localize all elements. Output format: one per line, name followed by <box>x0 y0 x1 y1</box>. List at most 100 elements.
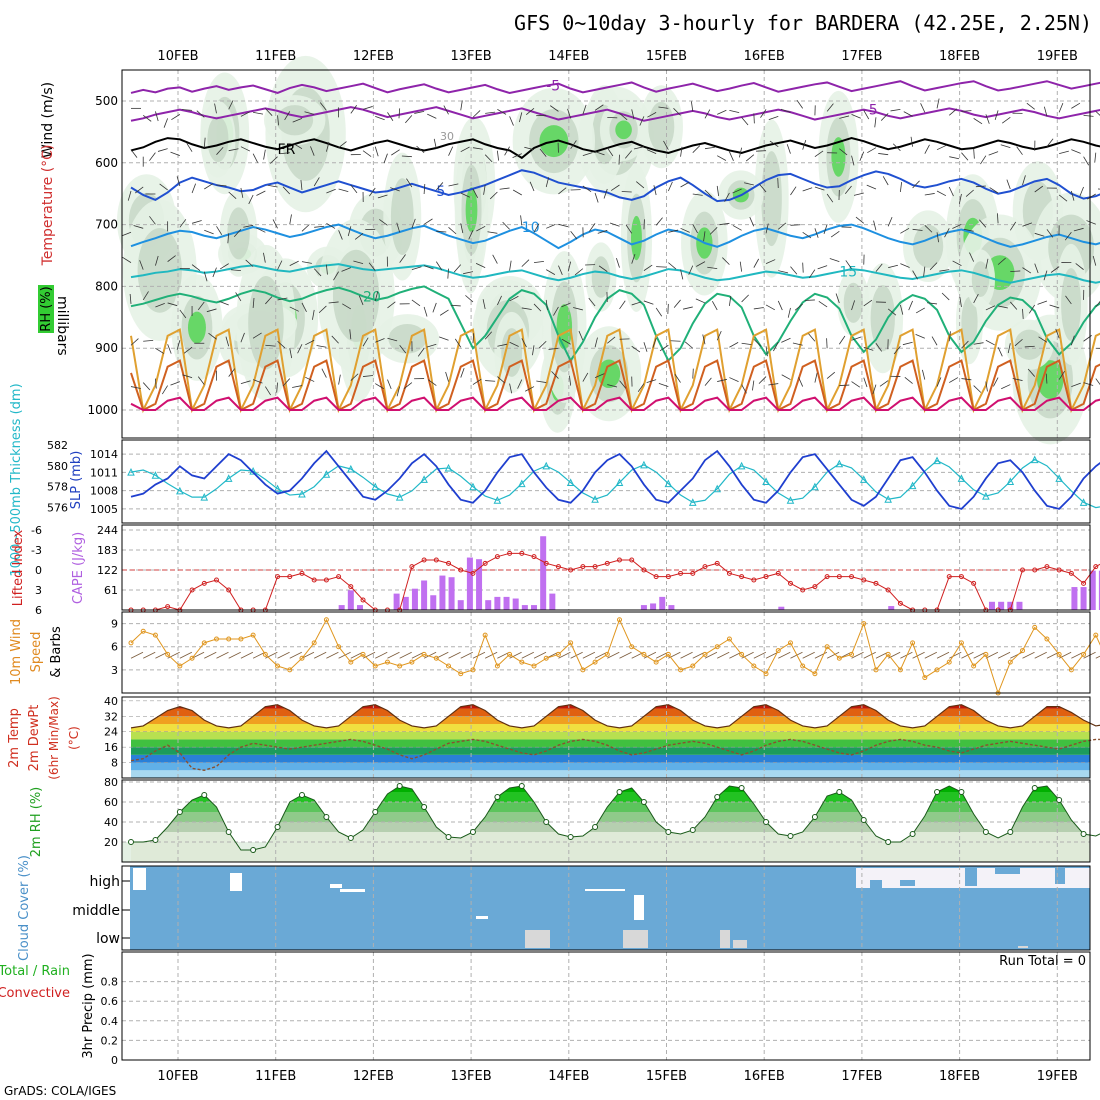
lifted-index-marker <box>470 570 476 576</box>
thickness-marker <box>542 461 551 470</box>
wind-barb <box>305 376 315 382</box>
wind-barb <box>524 146 535 151</box>
rh-marker <box>665 829 672 835</box>
wind-barb <box>225 336 230 347</box>
wind-speed-marker <box>922 675 928 681</box>
y-axis-label-temperature: Temperature (°C) <box>40 145 56 267</box>
wind-barb <box>326 222 336 229</box>
wind-barb <box>1027 368 1036 377</box>
y-tick-label: 0.2 <box>101 1034 119 1047</box>
thickness-marker <box>762 477 770 485</box>
temperature-band <box>131 762 1090 771</box>
lifted-index-marker <box>946 574 952 580</box>
y-tick-label: 20 <box>104 836 118 849</box>
wind-barb <box>680 146 683 157</box>
slp-thickness-panel: 1005 1008 1011 1014 576 578 580 582 1000~500mb T… <box>9 383 1100 577</box>
cloud-block <box>995 868 1020 874</box>
wind-barb <box>263 252 266 263</box>
wind-speed-marker <box>458 671 464 677</box>
rh-marker <box>518 783 525 789</box>
wind-barb <box>948 186 954 197</box>
wind-barb <box>130 338 139 346</box>
wind-barb <box>277 340 286 349</box>
wind-barb <box>692 368 694 379</box>
wind-10m-panel: 3 6 9 10m Wind Speed & Barbs <box>9 611 1100 696</box>
wind-barb <box>252 332 262 339</box>
wind-barb <box>573 307 583 311</box>
wind-barb <box>851 381 861 388</box>
wind-barb <box>161 385 168 395</box>
rh-shade <box>591 256 611 298</box>
lifted-index-marker <box>702 564 708 570</box>
wind-barb <box>667 303 669 314</box>
cape-bar <box>402 596 409 610</box>
wind-barb <box>818 301 828 308</box>
lifted-index-marker <box>824 574 830 580</box>
panel-frame <box>121 696 1091 779</box>
lifted-index-marker <box>336 574 342 580</box>
wind-barb-10m <box>484 651 498 659</box>
wind-barb <box>375 115 385 121</box>
wind-speed-marker <box>262 651 268 657</box>
wind-barb <box>240 332 245 343</box>
wind-barb <box>781 337 791 343</box>
wind-barb <box>1065 295 1072 305</box>
wind-barb <box>208 332 217 340</box>
lifted-index-marker <box>1068 570 1074 576</box>
wind-barb <box>769 140 779 148</box>
wind-speed-marker <box>824 644 830 650</box>
wind-barb <box>1045 373 1048 384</box>
wind-barb <box>1075 263 1084 270</box>
cloud-block <box>870 880 882 888</box>
wind-barb <box>768 383 779 386</box>
wind-barb <box>887 216 893 227</box>
wind-barb <box>707 266 718 270</box>
wind-barb <box>525 108 535 115</box>
wind-barb <box>1006 179 1011 190</box>
wind-barb <box>426 343 437 348</box>
thickness-marker <box>786 496 795 504</box>
lifted-index-marker <box>751 577 757 583</box>
lifted-index-marker <box>275 574 281 580</box>
wind-barb <box>460 100 463 111</box>
lifted-index-marker <box>800 587 806 593</box>
cloud-gap <box>720 930 730 948</box>
wind-barb-10m <box>619 651 632 659</box>
wind-speed-marker <box>250 632 256 638</box>
wind-barb <box>594 192 599 203</box>
thickness-marker <box>273 484 282 493</box>
wind-barb <box>880 113 889 121</box>
wind-barb <box>293 143 303 150</box>
rh-contour-label: 30 <box>440 130 454 143</box>
wind-barb <box>350 184 358 194</box>
rh-marker <box>982 829 989 835</box>
wind-barb <box>961 152 969 161</box>
lifted-index-marker <box>519 550 525 556</box>
wind-barb <box>582 185 592 193</box>
wind-barb <box>485 380 496 382</box>
wind-barb <box>496 150 499 161</box>
wind-speed-marker <box>213 636 219 642</box>
lifted-index-line <box>131 552 1100 611</box>
wind-barb <box>368 262 376 271</box>
wind-barb <box>808 269 816 279</box>
wind-speed-line <box>130 618 1100 695</box>
wind-barb <box>472 378 482 385</box>
wind-barb <box>182 109 193 111</box>
wind-barb <box>142 291 149 301</box>
wind-barb <box>892 143 901 151</box>
wind-barb <box>674 374 681 383</box>
wind-barb <box>289 214 292 225</box>
wind-barb <box>157 148 168 152</box>
wind-barb <box>517 379 523 389</box>
wind-barb <box>243 224 254 228</box>
date-tick-label-top: 15FEB <box>646 49 687 64</box>
wind-barb <box>724 192 730 202</box>
wind-speed-marker <box>849 651 855 657</box>
wind-barb <box>520 215 523 226</box>
wind-barb <box>453 264 462 273</box>
wind-speed-marker <box>983 651 989 657</box>
wind-barb <box>460 146 470 153</box>
wind-barb <box>787 307 791 318</box>
wind-barb <box>142 115 152 122</box>
